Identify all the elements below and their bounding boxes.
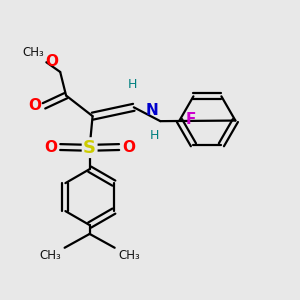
Text: CH₃: CH₃	[22, 46, 44, 59]
Text: H: H	[149, 129, 159, 142]
Text: CH₃: CH₃	[39, 249, 61, 262]
Text: F: F	[186, 112, 196, 127]
Text: S: S	[83, 139, 96, 157]
Text: O: O	[44, 140, 57, 154]
Text: O: O	[28, 98, 41, 113]
Text: O: O	[122, 140, 135, 154]
Text: H: H	[128, 78, 137, 91]
Text: CH₃: CH₃	[118, 249, 140, 262]
Text: O: O	[46, 54, 59, 69]
Text: N: N	[146, 103, 159, 118]
